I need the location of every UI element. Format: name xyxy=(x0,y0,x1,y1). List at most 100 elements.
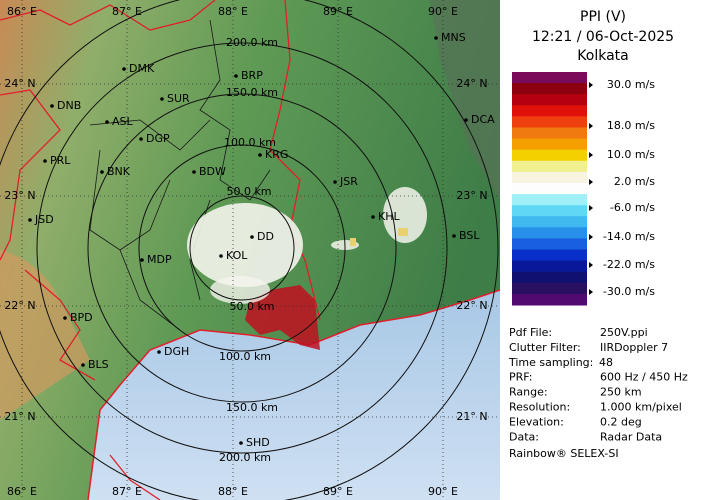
station-label: BNK xyxy=(107,165,131,178)
color-swatch xyxy=(512,282,587,295)
info-panel: PPI (V) 12:21 / 06-Oct-2025 Kolkata 30.0… xyxy=(500,0,706,500)
map: 86° E 86° E 87° E 87° E 88° E 88° E 89° E 89° E… xyxy=(0,0,501,500)
sea xyxy=(88,290,500,500)
station-label: KOL xyxy=(226,249,248,262)
station-marker xyxy=(28,218,32,222)
longitude-label: 88° E xyxy=(218,5,248,18)
border xyxy=(0,0,321,500)
info-key: Data: xyxy=(509,430,539,443)
latitude-label: 23° N xyxy=(456,189,487,202)
station-label: DMK xyxy=(129,62,155,75)
station-marker xyxy=(63,316,67,320)
info-value: 250V.ppi xyxy=(600,326,648,339)
title: PPI (V) xyxy=(580,9,626,25)
legend-label: 30.0 m/s xyxy=(607,78,655,91)
longitude-label: 90° E xyxy=(428,5,458,18)
info-key: Range: xyxy=(509,386,548,399)
station-label: DCA xyxy=(471,113,495,126)
station-marker xyxy=(140,258,144,262)
range-label: 150.0 km xyxy=(226,401,278,414)
longitude-label: 86° E xyxy=(7,5,37,18)
station-label: BRP xyxy=(241,69,263,82)
station-marker xyxy=(81,363,85,367)
station-label: BLS xyxy=(88,358,109,371)
info-key: PRF: xyxy=(509,371,532,384)
site: Kolkata xyxy=(577,48,628,64)
legend-tick xyxy=(589,82,593,88)
range-label: 50.0 km xyxy=(226,185,271,198)
station-marker xyxy=(464,118,468,122)
station-label: JSR xyxy=(339,175,358,188)
color-swatch xyxy=(512,216,587,228)
graticule xyxy=(0,0,500,500)
station-marker xyxy=(105,120,109,124)
legend-label: -6.0 m/s xyxy=(610,201,655,214)
station-marker xyxy=(219,254,223,258)
latitude-label: 24° N xyxy=(4,77,35,90)
color-swatch xyxy=(512,83,587,95)
station-label: SUR xyxy=(167,92,190,105)
station-marker xyxy=(157,350,161,354)
info-value: 1.000 km/pixel xyxy=(600,401,682,414)
station-marker xyxy=(192,170,196,174)
latitude-label: 22° N xyxy=(456,299,487,312)
range-label: 200.0 km xyxy=(226,36,278,49)
color-swatch xyxy=(512,205,587,217)
info-key: Resolution: xyxy=(509,401,570,414)
info-value: IIRDoppler 7 xyxy=(600,341,668,354)
legend-label: -30.0 m/s xyxy=(603,285,655,298)
color-swatch xyxy=(512,260,587,273)
color-swatch xyxy=(512,149,587,162)
latitude-label: 21° N xyxy=(456,410,487,423)
legend-label: 10.0 m/s xyxy=(607,148,655,161)
station-label: DNB xyxy=(57,99,81,112)
legend-label: -22.0 m/s xyxy=(603,258,655,271)
radar-echo xyxy=(187,203,303,287)
info-value: 250 km xyxy=(600,386,642,399)
range-label: 200.0 km xyxy=(219,451,271,464)
color-swatch xyxy=(512,94,587,106)
legend-tick xyxy=(589,123,593,129)
station-marker xyxy=(371,215,375,219)
terrain xyxy=(430,0,500,200)
range-label: 100.0 km xyxy=(219,350,271,363)
range-rings xyxy=(0,0,499,500)
range-label: 100.0 km xyxy=(224,136,276,149)
info-value: 600 Hz / 450 Hz xyxy=(600,371,688,384)
station-label: PRL xyxy=(50,154,71,167)
color-swatch xyxy=(512,105,587,117)
station-marker xyxy=(250,235,254,239)
station-marker xyxy=(234,74,238,78)
station-marker xyxy=(333,180,337,184)
legend-tick xyxy=(589,179,593,185)
color-swatch xyxy=(512,293,587,306)
station-label: JSD xyxy=(34,213,54,226)
station-label: MDP xyxy=(147,253,172,266)
latitude-label: 21° N xyxy=(4,410,35,423)
longitude-label: 89° E xyxy=(323,5,353,18)
legend-label: 2.0 m/s xyxy=(614,175,655,188)
station-label: SHD xyxy=(246,436,270,449)
longitude-label: 89° E xyxy=(323,485,353,498)
legend-tick xyxy=(589,234,593,240)
info-value: 48 xyxy=(599,356,613,369)
radar-echo xyxy=(350,238,356,246)
color-swatch xyxy=(512,160,587,173)
color-swatch xyxy=(512,227,587,239)
coastline xyxy=(87,289,501,500)
info-key: Elevation: xyxy=(509,415,564,428)
radar-echo xyxy=(245,285,320,350)
info-key: Time sampling: xyxy=(508,356,593,369)
color-swatch xyxy=(512,194,587,206)
station-label: BSL xyxy=(459,229,480,242)
station-marker xyxy=(100,170,104,174)
radar-echo xyxy=(398,228,408,236)
longitude-label: 90° E xyxy=(428,485,458,498)
station-marker xyxy=(434,36,438,40)
legend-tick xyxy=(589,289,593,295)
color-swatch xyxy=(512,249,587,262)
station-marker xyxy=(160,97,164,101)
radar-echo xyxy=(383,187,427,243)
station-label: DGP xyxy=(146,132,170,145)
